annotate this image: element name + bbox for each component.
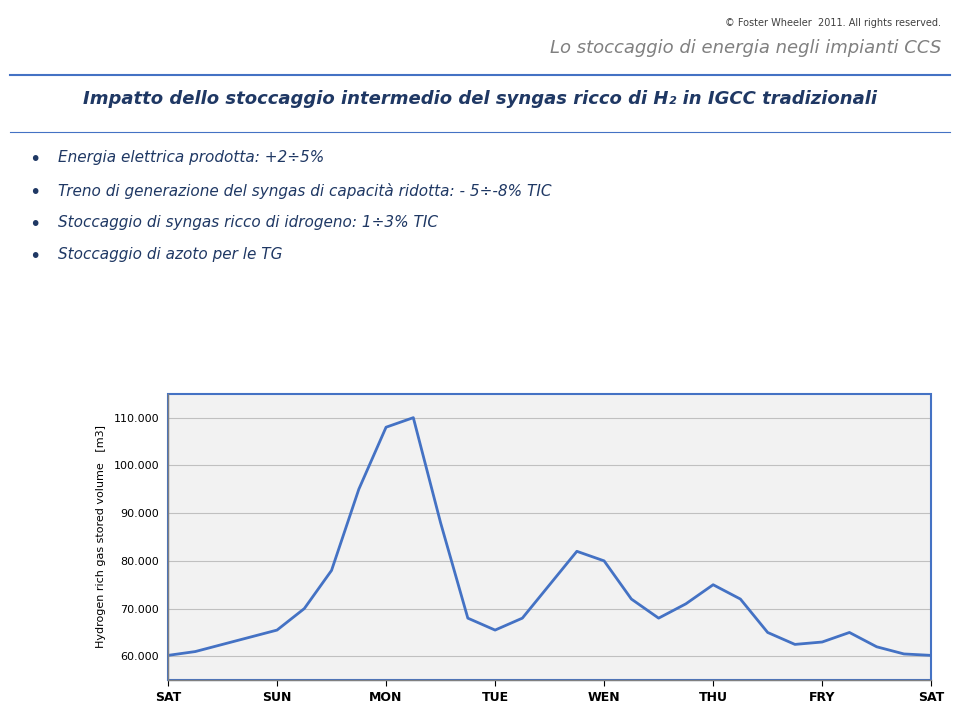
Text: © Foster Wheeler  2011. All rights reserved.: © Foster Wheeler 2011. All rights reserv… bbox=[725, 18, 941, 28]
Bar bbox=[168, 394, 931, 680]
Text: Stoccaggio di syngas ricco di idrogeno: 1÷3% TIC: Stoccaggio di syngas ricco di idrogeno: … bbox=[58, 215, 438, 230]
Text: Energia elettrica prodotta: +2÷5%: Energia elettrica prodotta: +2÷5% bbox=[58, 150, 324, 165]
Text: •: • bbox=[29, 150, 40, 170]
Text: •: • bbox=[29, 247, 40, 266]
Text: Impatto dello stoccaggio intermedio del syngas ricco di H₂ in IGCC tradizionali: Impatto dello stoccaggio intermedio del … bbox=[83, 90, 877, 107]
Text: Lo stoccaggio di energia negli impianti CCS: Lo stoccaggio di energia negli impianti … bbox=[549, 39, 941, 57]
Text: Stoccaggio di azoto per le TG: Stoccaggio di azoto per le TG bbox=[58, 247, 282, 262]
Text: Treno di generazione del syngas di capacità ridotta: - 5÷-8% TIC: Treno di generazione del syngas di capac… bbox=[58, 183, 551, 198]
Text: •: • bbox=[29, 183, 40, 202]
Text: •: • bbox=[29, 215, 40, 234]
Y-axis label: Hydrogen rich gas stored volume   [m3]: Hydrogen rich gas stored volume [m3] bbox=[96, 425, 107, 649]
